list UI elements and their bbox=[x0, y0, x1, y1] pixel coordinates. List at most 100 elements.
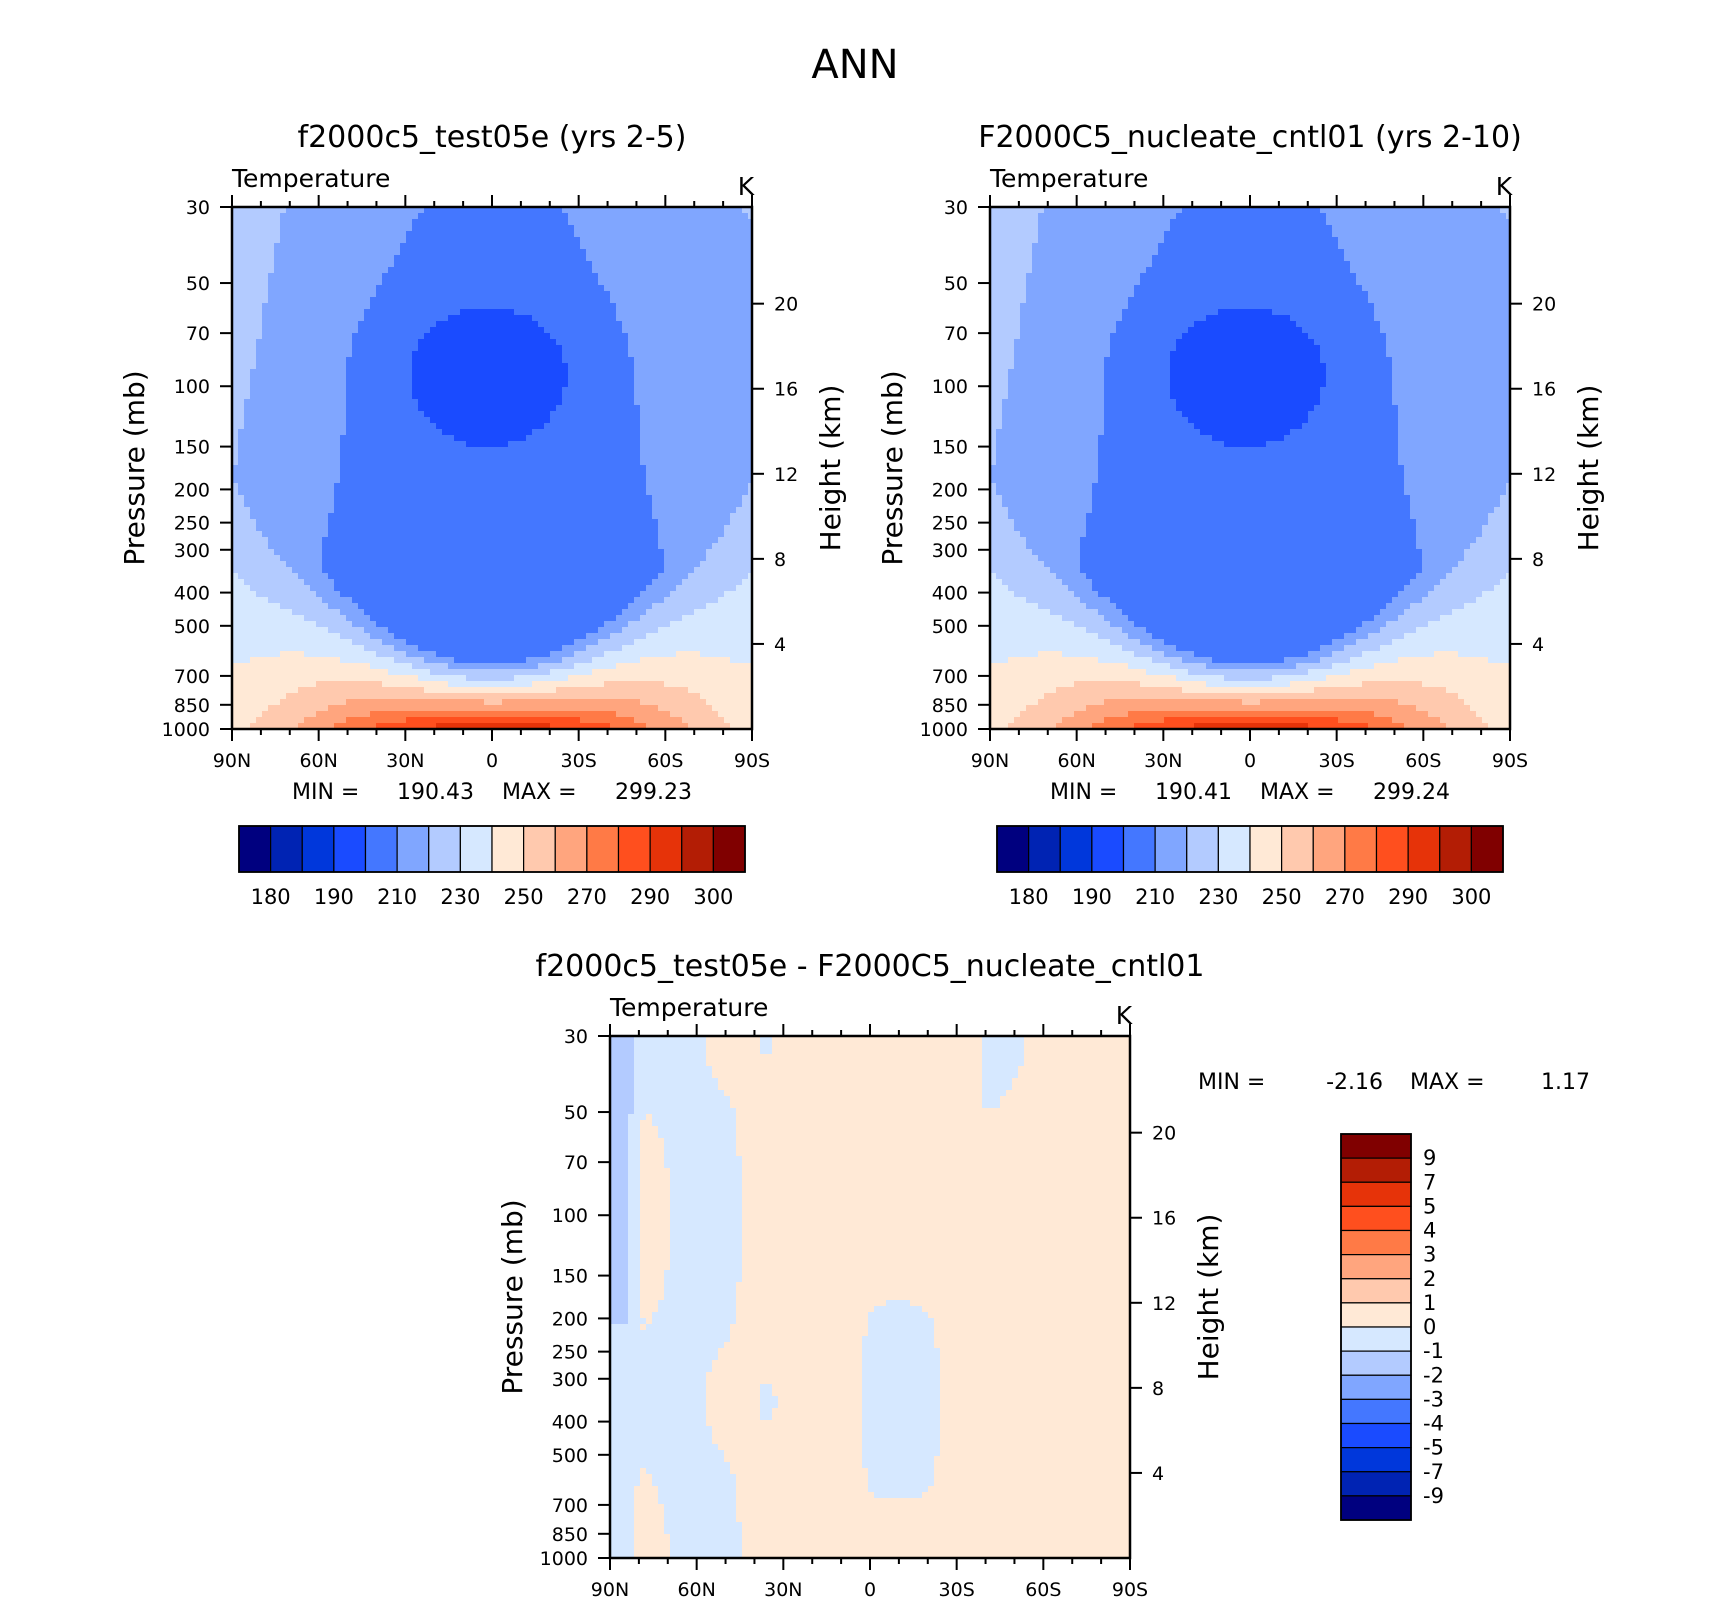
field-cell bbox=[328, 333, 335, 340]
field-cell bbox=[244, 519, 251, 526]
field-cell bbox=[262, 693, 269, 700]
field-cell bbox=[322, 417, 329, 424]
field-cell bbox=[544, 321, 551, 328]
field-cell bbox=[550, 657, 557, 664]
field-cell bbox=[406, 513, 413, 520]
field-cell bbox=[400, 609, 407, 616]
field-cell bbox=[334, 285, 341, 292]
field-cell bbox=[472, 309, 479, 316]
field-cell bbox=[502, 555, 509, 562]
field-cell bbox=[556, 255, 563, 262]
field-cell bbox=[508, 633, 515, 640]
field-cell bbox=[532, 537, 539, 544]
field-cell bbox=[502, 237, 509, 244]
field-cell bbox=[436, 483, 443, 490]
field-cell bbox=[442, 519, 449, 526]
field-cell bbox=[520, 555, 527, 562]
field-cell bbox=[538, 321, 545, 328]
field-cell bbox=[436, 711, 443, 718]
field-cell bbox=[448, 699, 455, 706]
field-cell bbox=[394, 525, 401, 532]
field-cell bbox=[358, 315, 365, 322]
panel-title: f2000c5_test05e (yrs 2-5) bbox=[298, 120, 687, 155]
field-cell bbox=[274, 357, 281, 364]
field-cell bbox=[334, 495, 341, 502]
field-cell bbox=[388, 213, 395, 220]
field-cell bbox=[352, 477, 359, 484]
field-cell bbox=[562, 549, 569, 556]
field-cell bbox=[508, 387, 515, 394]
field-cell bbox=[502, 609, 509, 616]
field-cell bbox=[448, 693, 455, 700]
field-cell bbox=[274, 231, 281, 238]
field-cell bbox=[460, 693, 467, 700]
field-cell bbox=[340, 645, 347, 652]
field-cell bbox=[250, 639, 257, 646]
field-cell bbox=[280, 291, 287, 298]
field-cell bbox=[394, 711, 401, 718]
field-cell bbox=[376, 537, 383, 544]
field-cell bbox=[286, 645, 293, 652]
field-cell bbox=[340, 321, 347, 328]
field-cell bbox=[538, 285, 545, 292]
field-cell bbox=[484, 537, 491, 544]
field-cell bbox=[538, 501, 545, 508]
field-cell bbox=[466, 447, 473, 454]
field-cell bbox=[280, 687, 287, 694]
field-cell bbox=[562, 225, 569, 232]
field-cell bbox=[346, 609, 353, 616]
field-cell bbox=[370, 441, 377, 448]
field-cell bbox=[406, 243, 413, 250]
field-cell bbox=[352, 507, 359, 514]
field-cell bbox=[316, 651, 323, 658]
field-cell bbox=[358, 237, 365, 244]
field-cell bbox=[400, 249, 407, 256]
field-cell bbox=[412, 309, 419, 316]
field-cell bbox=[508, 339, 515, 346]
field-cell bbox=[280, 357, 287, 364]
field-cell bbox=[370, 297, 377, 304]
field-cell bbox=[436, 375, 443, 382]
field-cell bbox=[520, 435, 527, 442]
field-cell bbox=[280, 495, 287, 502]
field-cell bbox=[472, 219, 479, 226]
field-cell bbox=[448, 567, 455, 574]
field-cell bbox=[310, 231, 317, 238]
field-cell bbox=[394, 387, 401, 394]
field-cell bbox=[322, 447, 329, 454]
field-cell bbox=[460, 453, 467, 460]
field-cell bbox=[340, 261, 347, 268]
field-cell bbox=[484, 459, 491, 466]
field-cell bbox=[544, 609, 551, 616]
field-cell bbox=[238, 447, 245, 454]
field-cell bbox=[514, 501, 521, 508]
field-cell bbox=[406, 537, 413, 544]
field-cell bbox=[544, 339, 551, 346]
field-cell bbox=[436, 549, 443, 556]
field-cell bbox=[574, 261, 581, 268]
field-cell bbox=[262, 567, 269, 574]
field-cell bbox=[394, 351, 401, 358]
field-cell bbox=[388, 597, 395, 604]
field-cell bbox=[268, 621, 275, 628]
field-cell bbox=[562, 573, 569, 580]
field-cell bbox=[514, 507, 521, 514]
field-cell bbox=[304, 345, 311, 352]
field-cell bbox=[346, 357, 353, 364]
field-cell bbox=[286, 675, 293, 682]
field-cell bbox=[436, 465, 443, 472]
field-cell bbox=[256, 369, 263, 376]
field-cell bbox=[484, 675, 491, 682]
field-cell bbox=[460, 219, 467, 226]
field-cell bbox=[382, 699, 389, 706]
field-cell bbox=[466, 213, 473, 220]
field-cell bbox=[466, 549, 473, 556]
field-cell bbox=[370, 255, 377, 262]
field-cell bbox=[304, 291, 311, 298]
field-cell bbox=[532, 501, 539, 508]
field-cell bbox=[436, 297, 443, 304]
field-cell bbox=[370, 693, 377, 700]
field-cell bbox=[520, 375, 527, 382]
field-cell bbox=[448, 483, 455, 490]
field-cell bbox=[442, 435, 449, 442]
